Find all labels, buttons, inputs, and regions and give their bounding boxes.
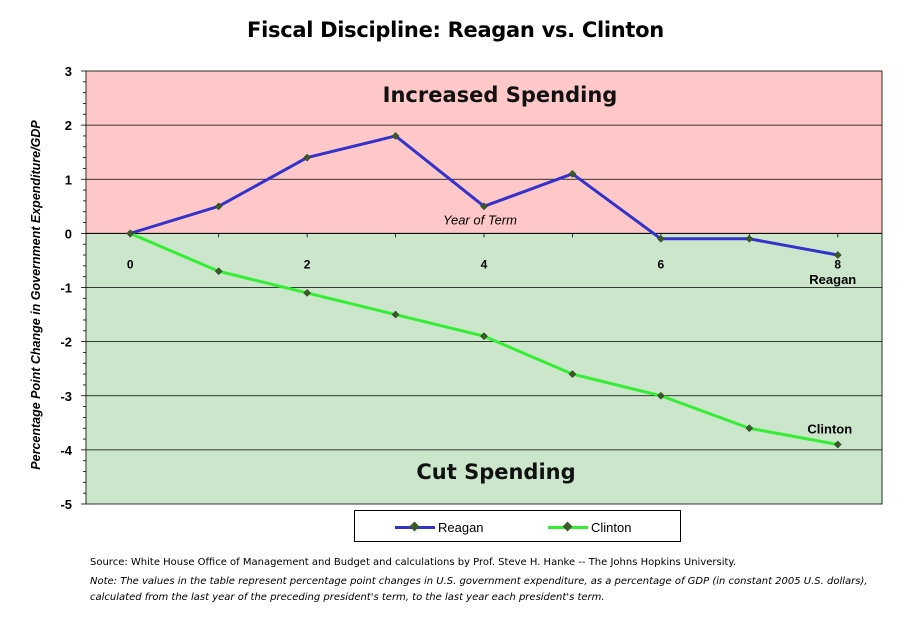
data-point-clinton — [126, 229, 135, 238]
legend-swatch-clinton — [548, 520, 588, 534]
data-point-reagan — [303, 153, 312, 162]
legend-item-reagan: Reagan — [395, 519, 484, 535]
end-label-clinton: Clinton — [807, 421, 852, 436]
legend-item-clinton: Clinton — [548, 519, 632, 535]
data-point-reagan — [745, 234, 754, 243]
data-point-clinton — [745, 424, 754, 433]
x-tick-label: 0 — [127, 257, 134, 271]
x-tick-label: 4 — [481, 257, 488, 271]
y-tick-label: -2 — [60, 335, 72, 350]
y-tick-label: 2 — [65, 118, 72, 133]
region-label-cut: Cut Spending — [416, 460, 575, 484]
note-text: Note: The values in the table represent … — [90, 574, 880, 606]
y-tick-label: 3 — [65, 64, 72, 79]
x-tick-label: 6 — [658, 257, 665, 271]
data-point-clinton — [480, 332, 488, 341]
legend-label-clinton: Clinton — [591, 519, 632, 535]
data-point-reagan — [568, 169, 577, 178]
x-tick-label: 2 — [304, 257, 311, 271]
data-point-clinton — [656, 391, 665, 400]
source-text: Source: White House Office of Management… — [90, 557, 737, 568]
region-label-increased: Increased Spending — [383, 83, 618, 107]
data-point-clinton — [303, 288, 312, 297]
chart-title: Fiscal Discipline: Reagan vs. Clinton — [247, 18, 664, 42]
data-point-reagan — [656, 234, 665, 243]
data-point-reagan — [480, 202, 488, 211]
legend-swatch-reagan — [395, 520, 435, 534]
legend-label-reagan: Reagan — [438, 519, 484, 535]
region-cut — [86, 233, 882, 504]
y-tick-label: 1 — [65, 172, 72, 187]
x-axis-label: Year of Term — [443, 212, 517, 227]
data-point-reagan — [391, 131, 400, 140]
y-tick-label: -4 — [60, 443, 72, 458]
note-prefix: Note: — [90, 576, 118, 587]
x-tick-label: 8 — [834, 257, 841, 271]
note-body: The values in the table represent percen… — [90, 576, 868, 603]
y-tick-label: -3 — [60, 389, 72, 404]
data-point-reagan — [833, 251, 842, 259]
y-tick-label: -1 — [60, 281, 72, 296]
data-point-reagan — [214, 202, 223, 211]
data-point-clinton — [568, 370, 577, 379]
end-label-reagan: Reagan — [809, 272, 856, 287]
data-point-clinton — [833, 440, 842, 449]
legend: Reagan Clinton — [354, 510, 681, 542]
y-tick-label: 0 — [65, 226, 72, 241]
data-point-clinton — [391, 310, 400, 319]
y-tick-label: -5 — [60, 497, 72, 512]
data-point-clinton — [214, 267, 223, 276]
